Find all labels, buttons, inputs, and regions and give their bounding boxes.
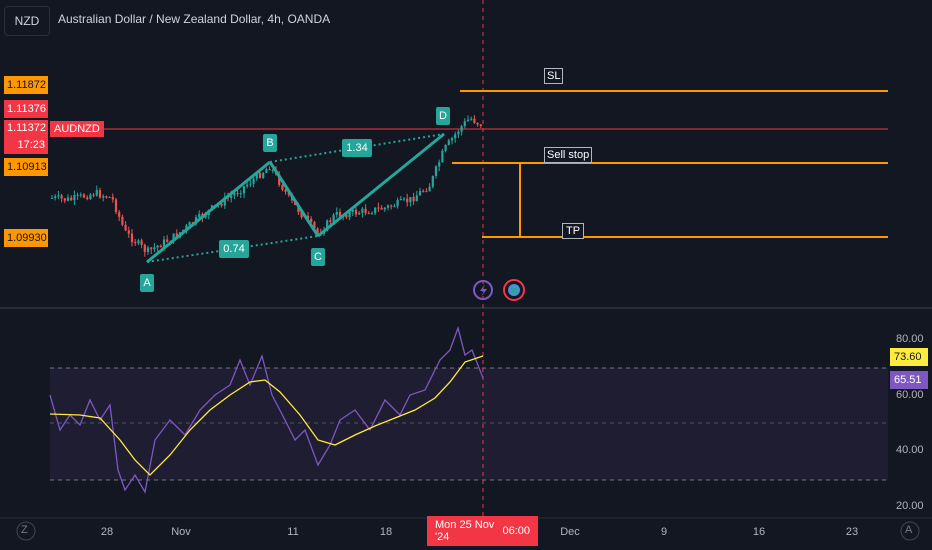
rsi-band [50, 368, 888, 480]
lightning-event-icon[interactable] [473, 280, 493, 300]
pattern-point-a: A [140, 274, 154, 292]
price-label-tp: 1.09930 [4, 229, 48, 247]
pattern-point-b: B [263, 134, 277, 152]
pattern-point-d: D [436, 107, 450, 125]
time-tick: Nov [171, 526, 191, 538]
price-label-current: 1.11372 [4, 120, 48, 136]
rsi-axis-tick-20: 20.00 [896, 500, 924, 512]
price-label-sell-stop: 1.10913 [4, 158, 48, 176]
rsi-axis-tick-80: 80.00 [896, 333, 924, 345]
chart-legend-title: Australian Dollar / New Zealand Dollar, … [58, 12, 331, 26]
time-tick: 16 [752, 526, 766, 538]
news-event-icon[interactable] [503, 279, 525, 301]
time-tick: 18 [379, 526, 393, 538]
sell-stop-label[interactable]: Sell stop [544, 147, 593, 163]
crosshair-date: Mon 25 Nov '24 [435, 519, 495, 543]
symbol-price-tag: AUDNZD [50, 121, 104, 137]
rsi-axis-tick-40: 40.00 [896, 444, 924, 456]
sl-label[interactable]: SL [544, 68, 564, 84]
time-tick: 23 [845, 526, 859, 538]
ratio-bd-label: 1.34 [342, 139, 372, 157]
crosshair-time-label: Mon 25 Nov '24 06:00 [427, 516, 538, 546]
time-tick: 9 [660, 526, 668, 538]
rsi-line [49, 325, 484, 494]
time-tick: 28 [100, 526, 114, 538]
time-tick: Dec [560, 526, 580, 538]
symbol-search-button[interactable]: NZD [4, 6, 50, 36]
tp-label[interactable]: TP [562, 223, 585, 239]
timezone-circle[interactable] [16, 521, 36, 541]
rsi-ma-value-label: 73.60 [890, 348, 928, 366]
countdown-label: 17:23 [4, 136, 48, 154]
auto-scale-icon[interactable]: A [905, 524, 913, 536]
rsi-value-label: 65.51 [890, 371, 928, 389]
rsi-ma-line [49, 355, 484, 476]
timezone-icon[interactable]: Z [21, 524, 28, 536]
crosshair-time: 06:00 [502, 525, 530, 537]
price-label-sl: 1.11872 [4, 76, 48, 94]
pattern-point-c: C [311, 248, 325, 266]
ratio-ab-label: 0.74 [219, 240, 249, 258]
auto-scale-circle[interactable] [900, 521, 920, 541]
price-label-high: 1.11376 [4, 100, 48, 118]
rsi-axis-tick-60: 60.00 [896, 389, 924, 401]
time-tick: 11 [287, 526, 299, 538]
